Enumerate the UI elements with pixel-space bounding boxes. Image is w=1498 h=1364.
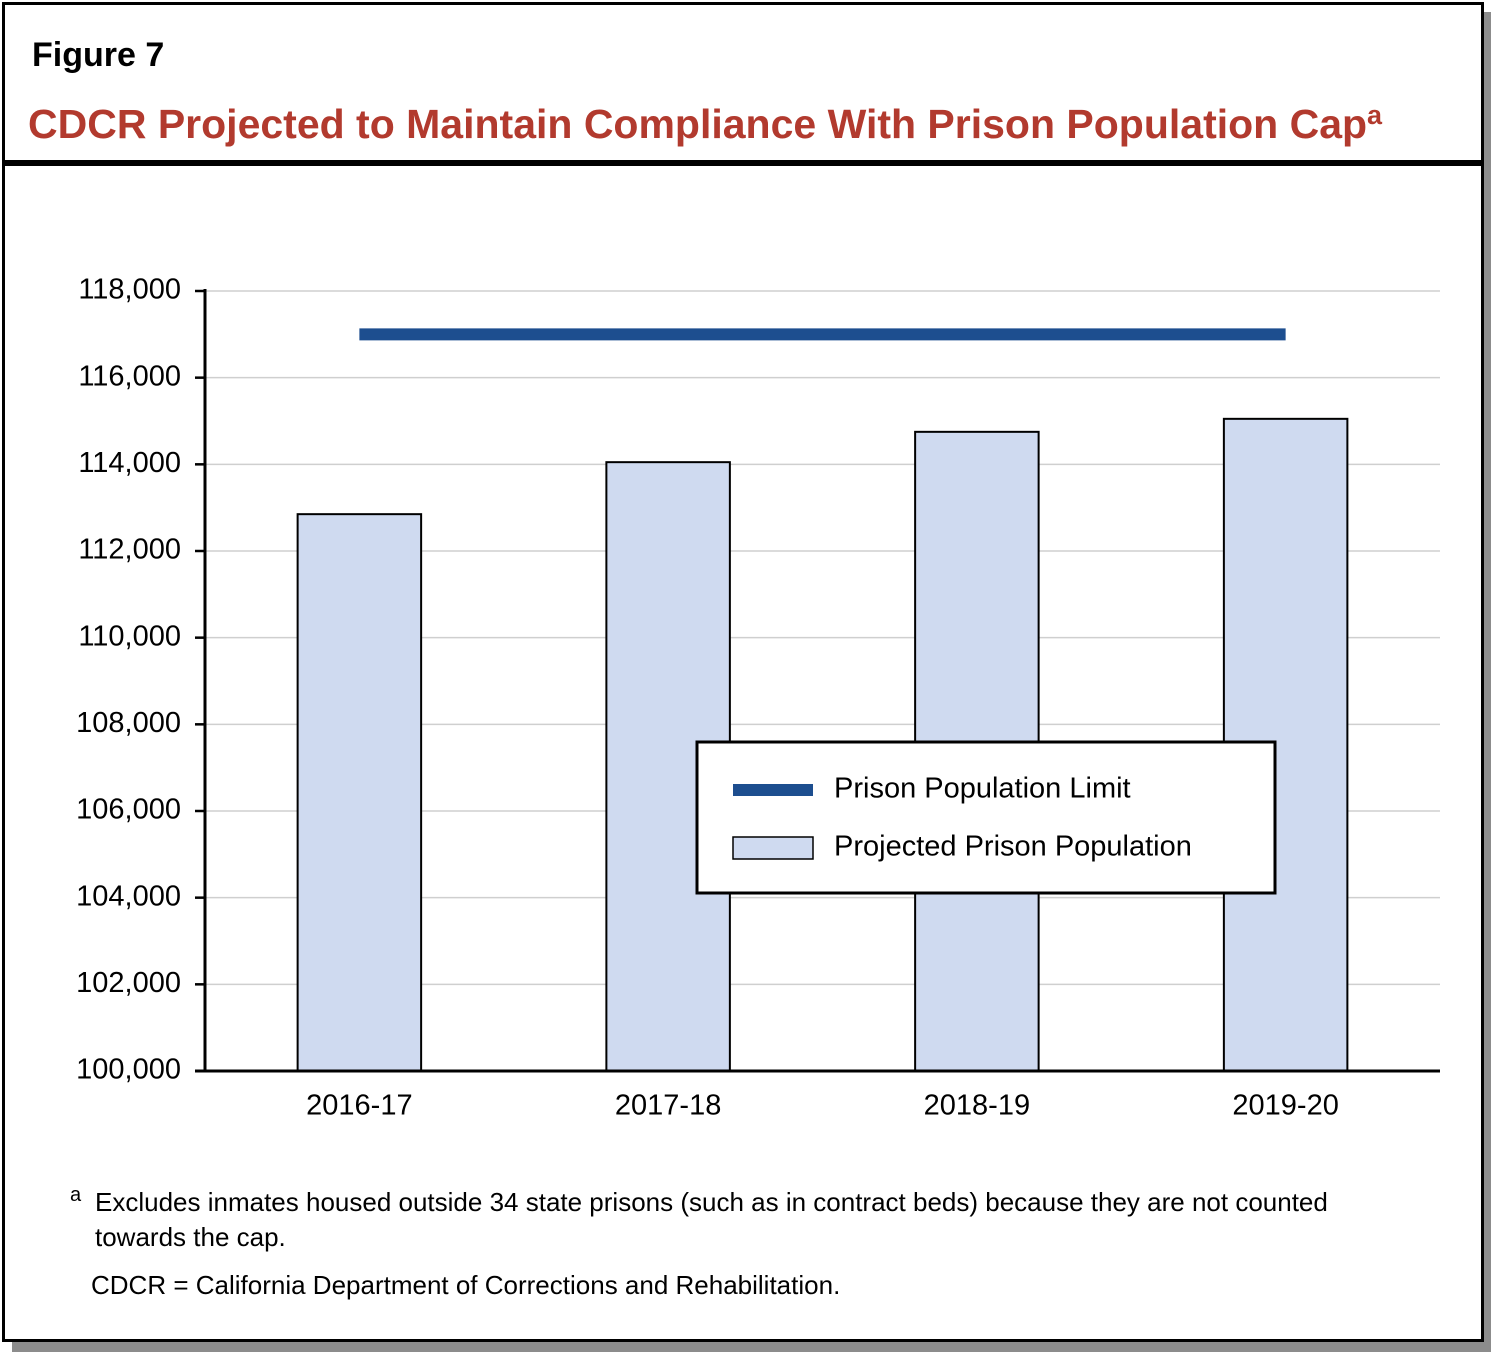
x-tick-label: 2016-17	[306, 1090, 412, 1122]
y-tick-label: 116,000	[78, 360, 181, 392]
y-tick-label: 108,000	[76, 707, 181, 739]
figure-label: Figure 7	[32, 36, 165, 74]
y-tick-label: 106,000	[76, 794, 181, 826]
y-tick-label: 102,000	[76, 967, 181, 999]
header-rule	[5, 160, 1481, 166]
y-tick-label: 104,000	[76, 880, 181, 912]
chart-title: CDCR Projected to Maintain Compliance Wi…	[28, 100, 1382, 148]
bar	[296, 513, 423, 1072]
x-tick-label: 2017-18	[615, 1090, 721, 1122]
title-note-marker: a	[1367, 100, 1383, 130]
footnote-marker: a	[70, 1184, 82, 1206]
legend-label: Prison Population Limit	[834, 773, 1131, 805]
x-tick-label: 2018-19	[924, 1090, 1030, 1122]
y-tick-label: 100,000	[76, 1054, 181, 1086]
legend-box	[695, 740, 1277, 895]
footnote: Excludes inmates housed outside 34 state…	[95, 1187, 1328, 1252]
legend-label: Projected Prison Population	[834, 831, 1192, 863]
x-tick-label: 2019-20	[1232, 1090, 1338, 1122]
legend-swatch	[732, 836, 814, 860]
y-tick-label: 110,000	[78, 620, 181, 652]
footnote: CDCR = California Department of Correcti…	[91, 1270, 841, 1300]
y-tick-label: 118,000	[78, 274, 181, 306]
title-text: CDCR Projected to Maintain Compliance Wi…	[28, 101, 1368, 147]
y-tick-label: 112,000	[78, 534, 181, 566]
y-tick-label: 114,000	[78, 447, 181, 479]
